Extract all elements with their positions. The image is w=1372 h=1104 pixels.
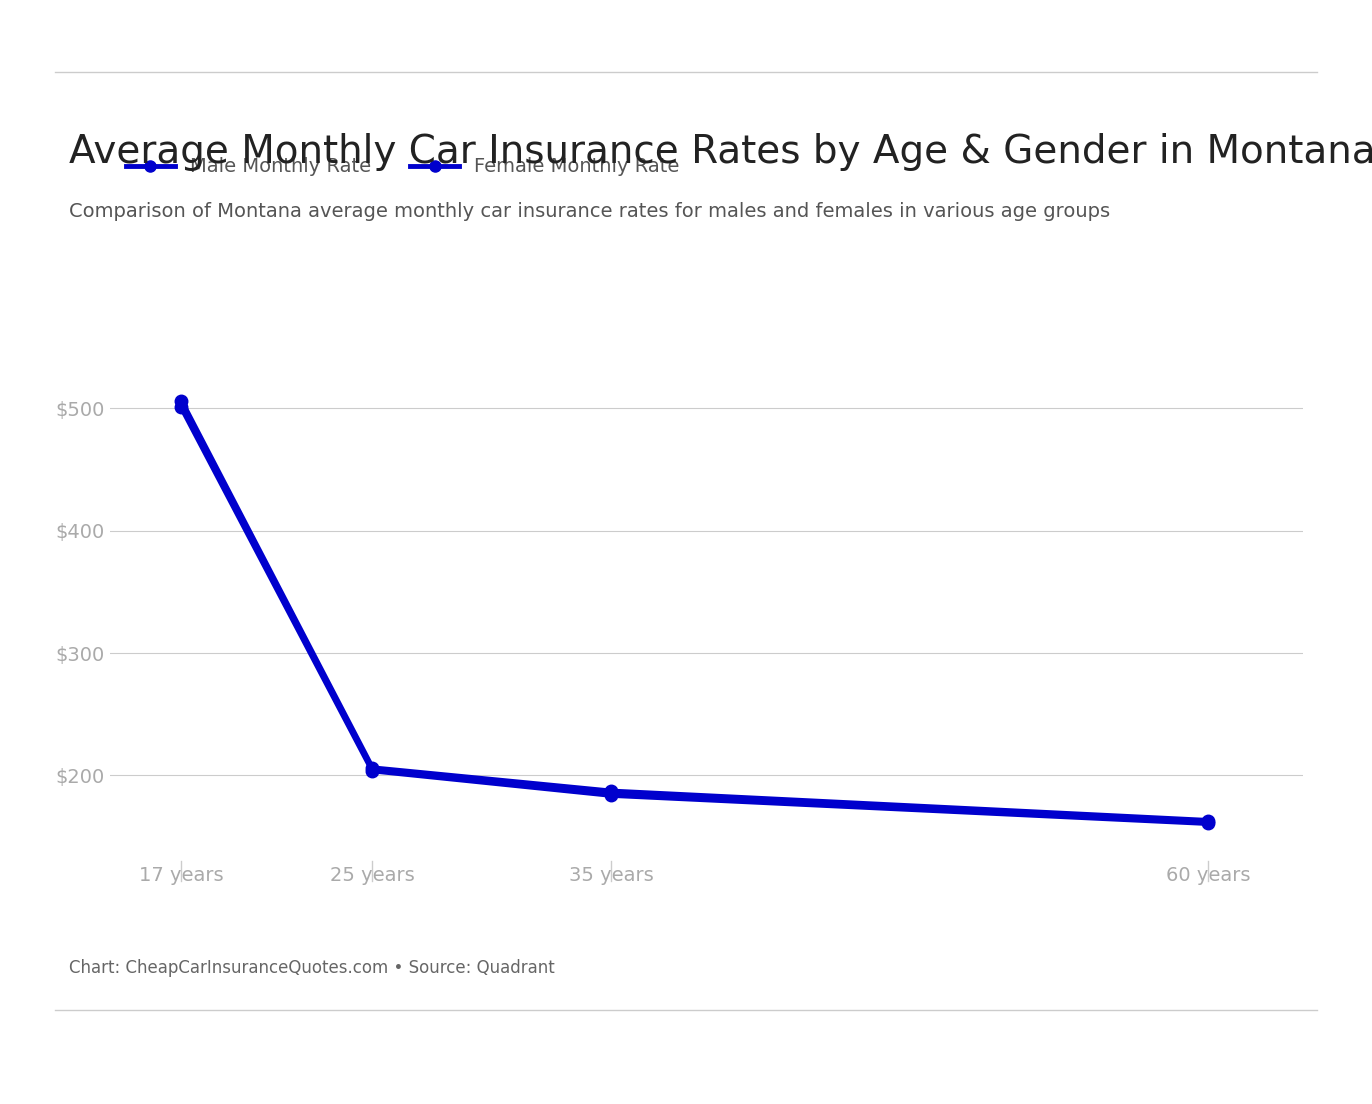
Legend: Male Monthly Rate, Female Monthly Rate: Male Monthly Rate, Female Monthly Rate xyxy=(118,150,687,184)
Text: Chart: CheapCarInsuranceQuotes.com • Source: Quadrant: Chart: CheapCarInsuranceQuotes.com • Sou… xyxy=(69,959,554,977)
Text: Average Monthly Car Insurance Rates by Age & Gender in Montana: Average Monthly Car Insurance Rates by A… xyxy=(69,134,1372,171)
Text: Comparison of Montana average monthly car insurance rates for males and females : Comparison of Montana average monthly ca… xyxy=(69,202,1110,221)
